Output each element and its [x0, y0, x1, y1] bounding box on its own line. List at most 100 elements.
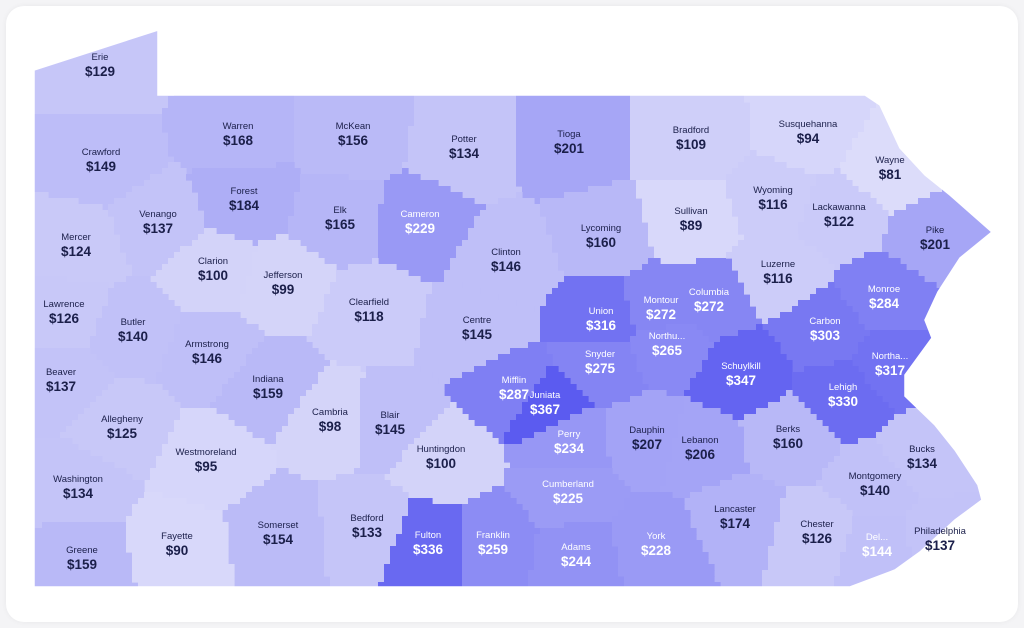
county-region[interactable] [612, 492, 739, 628]
county-region[interactable] [150, 228, 259, 313]
county-value-label: $330 [828, 394, 858, 409]
county-region[interactable] [0, 186, 133, 289]
county-region[interactable] [270, 360, 367, 481]
county-value-label: $124 [61, 244, 92, 259]
county-region[interactable] [306, 258, 433, 373]
county-value-label: $145 [462, 327, 493, 342]
county-region[interactable] [240, 234, 337, 337]
county-value-label: $265 [652, 343, 683, 358]
county-name-label: Del... [866, 532, 888, 543]
county-region[interactable] [540, 276, 637, 343]
county-region[interactable] [678, 258, 763, 343]
county-region[interactable] [504, 366, 595, 445]
county-name-label: Butler [121, 317, 146, 328]
county-region[interactable] [792, 360, 895, 445]
county-region[interactable] [414, 282, 541, 385]
county-region[interactable] [726, 234, 835, 325]
county-value-label: $159 [67, 557, 97, 572]
county-region[interactable] [738, 390, 841, 487]
county-value-label: $284 [869, 296, 900, 311]
county-name-label: Mercer [61, 232, 91, 243]
county-name-label: Bradford [673, 125, 709, 136]
county-name-label: Juniata [530, 390, 561, 401]
county-name-label: Cambria [312, 407, 349, 418]
county-region[interactable] [762, 282, 871, 373]
county-name-label: Lackawanna [812, 202, 866, 213]
county-region[interactable] [354, 366, 451, 475]
county-region[interactable] [126, 492, 241, 628]
county-region[interactable] [726, 150, 817, 241]
county-value-label: $100 [426, 456, 456, 471]
county-region[interactable] [546, 342, 649, 409]
county-region[interactable] [156, 312, 265, 409]
county-region[interactable] [504, 408, 613, 469]
county-region[interactable] [0, 114, 175, 211]
county-region[interactable] [684, 474, 787, 628]
county-region[interactable] [318, 474, 409, 628]
county-region[interactable] [444, 192, 565, 313]
county-region[interactable] [624, 0, 751, 181]
county-region[interactable] [0, 270, 109, 349]
county-name-label: Allegheny [101, 414, 143, 425]
county-value-label: $81 [879, 167, 902, 182]
county-region[interactable] [90, 276, 181, 385]
county-name-label: Schuylkill [721, 361, 761, 372]
county-region[interactable] [684, 324, 793, 421]
county-name-label: Venango [139, 209, 177, 220]
county-name-label: Perry [558, 429, 581, 440]
county-value-label: $134 [907, 456, 938, 471]
county-value-label: $137 [143, 221, 173, 236]
county-value-label: $201 [920, 237, 951, 252]
county-value-label: $317 [875, 363, 905, 378]
county-region[interactable] [162, 0, 295, 175]
county-region[interactable] [288, 174, 385, 271]
county-region[interactable] [384, 402, 511, 505]
county-name-label: Warren [223, 121, 254, 132]
county-name-label: Huntingdon [417, 444, 466, 455]
county-region[interactable] [366, 498, 463, 628]
county-value-label: $94 [797, 131, 820, 146]
county-region[interactable] [186, 162, 301, 247]
county-region[interactable] [624, 258, 691, 331]
county-region[interactable] [510, 0, 631, 205]
county-region[interactable] [630, 324, 715, 397]
county-region[interactable] [906, 486, 1024, 628]
county-region[interactable] [0, 522, 145, 628]
county-region[interactable] [606, 390, 685, 493]
county-name-label: Bedford [350, 513, 383, 524]
county-region[interactable] [738, 0, 937, 175]
county-region[interactable] [750, 486, 853, 628]
county-name-label: Armstrong [185, 339, 229, 350]
county-region[interactable] [378, 168, 487, 283]
county-value-label: $145 [375, 422, 406, 437]
county-region[interactable] [222, 468, 331, 628]
county-region[interactable] [0, 348, 115, 445]
county-value-label: $206 [685, 447, 716, 462]
county-region[interactable] [444, 342, 553, 445]
county-region[interactable] [402, 0, 523, 205]
county-value-label: $347 [726, 373, 756, 388]
county-region[interactable] [522, 522, 631, 628]
county-region[interactable] [816, 438, 919, 517]
county-region[interactable] [504, 468, 631, 529]
county-region[interactable] [798, 168, 889, 271]
county-value-label: $367 [530, 402, 560, 417]
county-region[interactable] [462, 486, 541, 628]
county-region[interactable] [540, 180, 655, 277]
county-name-label: Adams [561, 542, 591, 553]
county-name-label: Union [589, 306, 614, 317]
county-value-label: $259 [478, 542, 508, 557]
county-name-label: Erie [92, 52, 109, 63]
county-region[interactable] [144, 408, 277, 511]
county-region[interactable] [210, 336, 331, 445]
county-region[interactable] [636, 180, 745, 265]
county-region[interactable] [660, 396, 751, 499]
county-name-label: Lawrence [43, 299, 84, 310]
county-region[interactable] [108, 162, 205, 277]
county-name-label: Indiana [252, 374, 284, 385]
county-name-label: Lancaster [714, 504, 756, 515]
county-name-label: Philadelphia [914, 526, 966, 537]
county-region[interactable] [60, 378, 181, 481]
county-region[interactable] [0, 438, 145, 529]
